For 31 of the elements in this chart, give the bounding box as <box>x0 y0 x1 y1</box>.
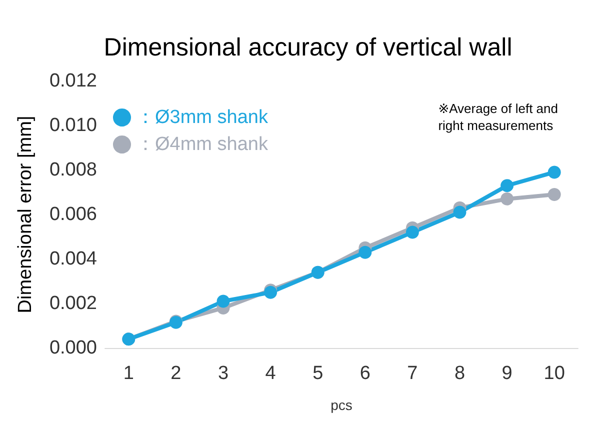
point <box>358 246 372 259</box>
x-tick-label: 1 <box>123 363 134 384</box>
annotation: ※Average of left and right measurements <box>438 101 558 133</box>
legend-label: ：Ø4mm shank <box>136 134 268 155</box>
point <box>500 179 514 192</box>
point <box>500 192 514 206</box>
x-tick-label: 3 <box>218 363 229 384</box>
y-tick-label: 0.004 <box>49 248 98 270</box>
x-tick-label: 8 <box>454 363 466 384</box>
chart-title: Dimensional accuracy of vertical wall <box>104 34 512 62</box>
y-tick-label: 0.010 <box>49 115 97 136</box>
x-tick-label: 9 <box>502 363 512 384</box>
point <box>453 206 466 219</box>
x-tick-label: 5 <box>312 363 324 384</box>
x-axis-title: pcs <box>330 397 352 413</box>
x-tick-label: 2 <box>170 363 182 384</box>
point <box>548 188 561 201</box>
x-tick-label: 4 <box>265 363 276 384</box>
point <box>216 294 230 308</box>
y-tick-label: 0.012 <box>49 70 97 92</box>
point <box>548 166 561 179</box>
y-axis-title: Dimensional error [mm] <box>15 116 36 314</box>
x-tick-label: 10 <box>544 363 565 384</box>
y-tick-label: 0.000 <box>49 338 97 358</box>
point <box>406 226 419 239</box>
x-tick-label: 6 <box>360 363 370 384</box>
y-tick-label: 0.008 <box>49 160 97 180</box>
y-tick-label: 0.002 <box>49 293 97 314</box>
legend-label: ：Ø3mm shank <box>136 107 268 128</box>
x-tick-label: 7 <box>407 363 418 384</box>
y-tick-label: 0.006 <box>49 204 97 225</box>
